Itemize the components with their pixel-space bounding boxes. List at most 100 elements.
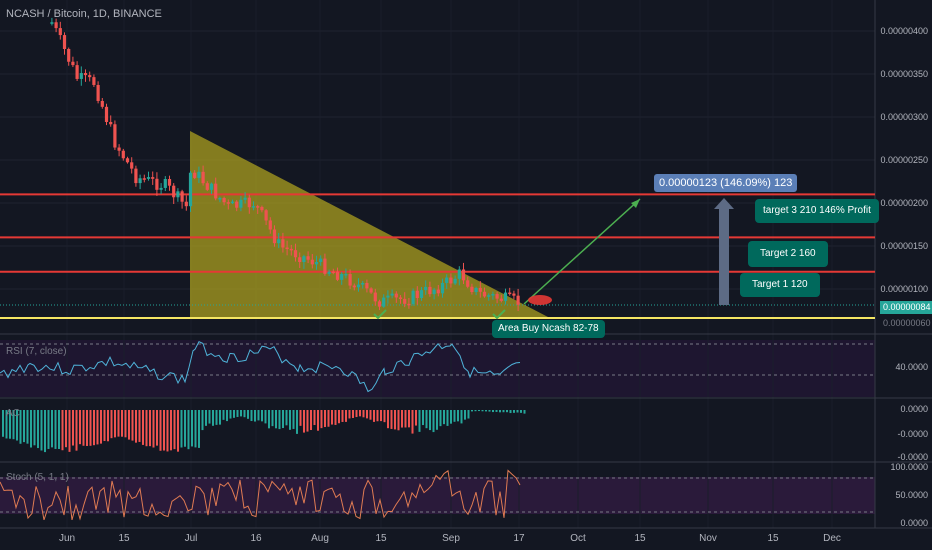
price-axis-label: 0.00000300 xyxy=(880,112,928,122)
candle xyxy=(268,220,272,230)
ac-bar xyxy=(166,410,169,452)
candle xyxy=(155,178,159,190)
ac-pane xyxy=(0,399,875,461)
candle xyxy=(260,206,264,211)
ac-bar xyxy=(243,410,246,418)
ac-bar xyxy=(173,410,176,450)
candle xyxy=(306,256,310,260)
ac-bar xyxy=(240,410,242,417)
ac-bar xyxy=(16,410,18,441)
ac-bar xyxy=(327,410,330,427)
measure-bar xyxy=(719,207,729,305)
ac-bar xyxy=(481,410,484,412)
candle xyxy=(319,258,323,262)
candle xyxy=(424,286,428,291)
stoch-axis-label: 0.0000 xyxy=(900,518,928,528)
candle xyxy=(251,206,256,208)
ac-bar xyxy=(390,410,393,429)
candle xyxy=(146,177,151,179)
time-axis-label: 16 xyxy=(250,533,262,544)
candle xyxy=(79,73,83,79)
ac-bar xyxy=(324,410,326,428)
time-axis-label: 15 xyxy=(634,533,646,544)
ac-axis-label: -0.0000 xyxy=(897,452,928,462)
candle xyxy=(428,286,432,295)
ac-bar xyxy=(145,410,148,447)
candle xyxy=(432,289,436,295)
price-axis-label: 0.00000250 xyxy=(880,155,928,165)
ac-bar xyxy=(156,410,158,446)
ac-bar xyxy=(124,410,127,438)
ac-bar xyxy=(352,410,354,418)
candle xyxy=(264,210,268,221)
ac-bar xyxy=(446,410,449,426)
ac-bar xyxy=(282,410,284,429)
ac-bar xyxy=(268,410,270,429)
candle xyxy=(172,185,176,198)
ac-bar xyxy=(334,410,337,425)
candle xyxy=(445,277,449,283)
hidden-price-tag: 0.00000060 xyxy=(883,319,931,327)
candle xyxy=(58,28,62,36)
ac-bar xyxy=(184,410,186,447)
ac-bar xyxy=(89,410,92,446)
candle xyxy=(491,294,495,296)
ac-bar xyxy=(247,410,249,419)
ac-bar xyxy=(460,410,463,424)
candle xyxy=(335,271,340,280)
ac-bar xyxy=(362,410,365,418)
ac-bar xyxy=(226,410,228,422)
target-arrow-head xyxy=(631,199,640,208)
ac-bar xyxy=(177,410,179,452)
ac-bar xyxy=(250,410,253,422)
candle xyxy=(352,285,356,288)
ac-bar xyxy=(303,410,305,433)
stoch-axis-label: 100.0000 xyxy=(890,462,928,472)
candle xyxy=(411,290,415,305)
ac-bar xyxy=(411,410,414,434)
price-axis-label: 0.00000400 xyxy=(880,26,928,36)
target-3-callout[interactable]: target 3 210 146% Profit xyxy=(755,199,879,223)
ac-bar xyxy=(453,410,456,422)
time-axis-label: Sep xyxy=(442,533,460,544)
candle xyxy=(289,248,293,251)
ac-bar xyxy=(208,410,211,424)
candle xyxy=(142,178,146,180)
candle xyxy=(71,61,75,66)
ac-bar xyxy=(376,410,379,422)
target-2-callout[interactable]: Target 2 160 xyxy=(748,241,828,267)
ac-bar xyxy=(317,410,319,431)
candle xyxy=(159,187,163,190)
measure-label[interactable]: 0.00000123 (146.09%) 123 xyxy=(654,174,798,192)
ac-bar xyxy=(506,410,508,413)
ac-bar xyxy=(387,410,389,429)
candle xyxy=(348,273,352,286)
candle xyxy=(361,282,365,285)
time-axis-label: 15 xyxy=(118,533,130,544)
current-price-marker xyxy=(528,295,552,305)
rsi-label: RSI (7, close) xyxy=(6,346,67,357)
candle xyxy=(478,287,482,292)
target-1-callout[interactable]: Target 1 120 xyxy=(740,273,820,297)
rsi-line xyxy=(0,341,521,393)
ac-bar xyxy=(509,410,512,414)
ac-bar xyxy=(82,410,85,446)
ac-bar xyxy=(271,410,274,427)
candle xyxy=(134,168,138,184)
ac-bar xyxy=(152,410,155,448)
candle xyxy=(415,290,419,299)
candle xyxy=(440,282,445,294)
ac-bar xyxy=(107,410,109,442)
candle xyxy=(277,239,281,244)
candle xyxy=(386,295,390,298)
ac-bar xyxy=(65,410,67,448)
candle xyxy=(163,179,167,188)
ac-bar xyxy=(513,410,515,413)
buy-area-callout[interactable]: Area Buy Ncash 82-78 xyxy=(492,320,605,338)
candle xyxy=(344,273,348,276)
time-axis-label: Jul xyxy=(184,533,198,544)
ac-bar xyxy=(5,410,8,439)
ac-bar xyxy=(443,410,445,425)
